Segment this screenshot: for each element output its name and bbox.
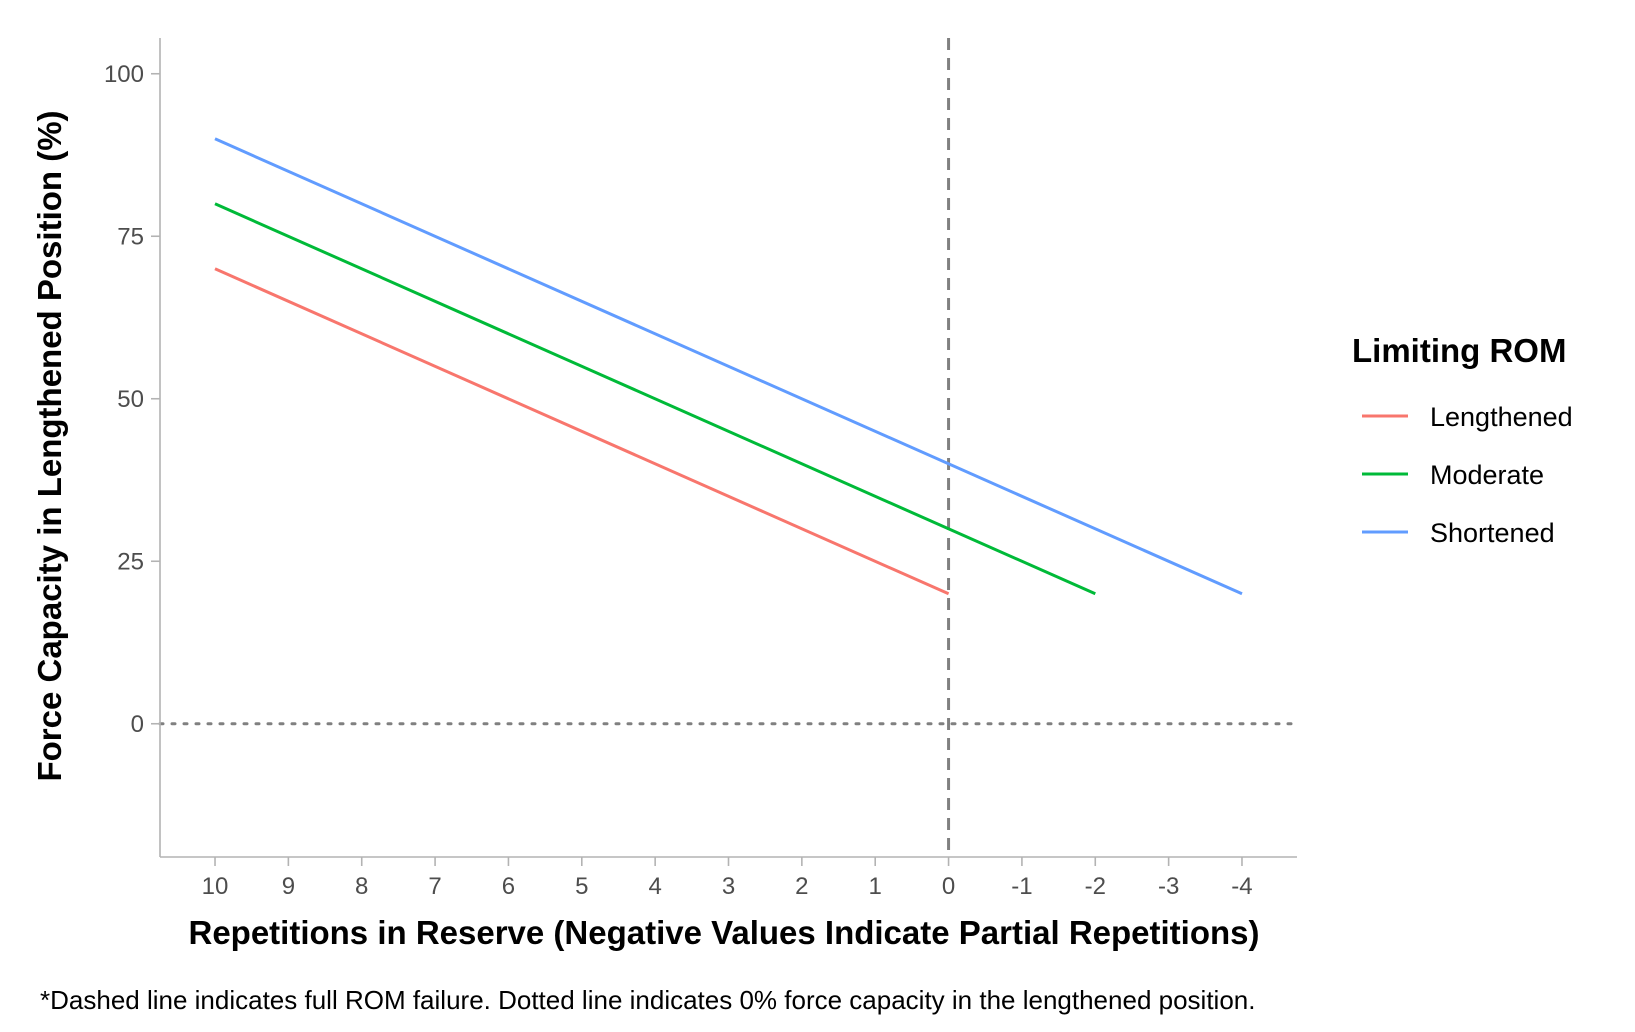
x-tick-label: 1 xyxy=(869,873,882,900)
y-tick-label: 25 xyxy=(117,548,144,575)
x-tick-label: -2 xyxy=(1085,873,1106,900)
x-tick-label: 5 xyxy=(575,873,588,900)
legend-title: Limiting ROM xyxy=(1352,332,1566,369)
x-tick-label: 8 xyxy=(355,873,368,900)
series-line-shortened xyxy=(214,137,1243,596)
y-tick-label: 75 xyxy=(117,223,144,250)
x-tick-label: 3 xyxy=(722,873,735,900)
reference-lines xyxy=(158,38,1299,857)
x-tick-label: -1 xyxy=(1011,873,1032,900)
legend-label-lengthened: Lengthened xyxy=(1430,402,1573,432)
x-tick-label: 6 xyxy=(502,873,515,900)
caption: *Dashed line indicates full ROM failure.… xyxy=(40,985,1255,1015)
x-tick-label: 10 xyxy=(202,873,229,900)
x-tick-label: 7 xyxy=(428,873,441,900)
x-tick-label: 4 xyxy=(648,873,661,900)
series-lines xyxy=(214,137,1243,596)
axes xyxy=(159,38,1297,858)
legend: Limiting ROM Lengthened Moderate Shortened xyxy=(1352,332,1573,548)
y-tick-label: 100 xyxy=(104,61,144,88)
x-axis-title: Repetitions in Reserve (Negative Values … xyxy=(188,914,1259,951)
x-ticks: 10 9 8 7 6 5 4 3 2 1 0 -1 -2 -3 -4 xyxy=(202,857,1253,900)
y-tick-label: 50 xyxy=(117,386,144,413)
y-axis-title: Force Capacity in Lengthened Position (%… xyxy=(31,110,68,781)
series-line-moderate xyxy=(214,202,1096,596)
series-line-lengthened xyxy=(214,267,950,596)
x-tick-label: 9 xyxy=(282,873,295,900)
y-ticks: 0 25 50 75 100 xyxy=(104,61,160,738)
x-tick-label: 2 xyxy=(795,873,808,900)
legend-label-shortened: Shortened xyxy=(1430,518,1555,548)
legend-label-moderate: Moderate xyxy=(1430,460,1544,490)
x-tick-label: -4 xyxy=(1231,873,1252,900)
y-tick-label: 0 xyxy=(131,711,144,738)
x-tick-label: -3 xyxy=(1158,873,1179,900)
x-tick-label: 0 xyxy=(942,873,955,900)
